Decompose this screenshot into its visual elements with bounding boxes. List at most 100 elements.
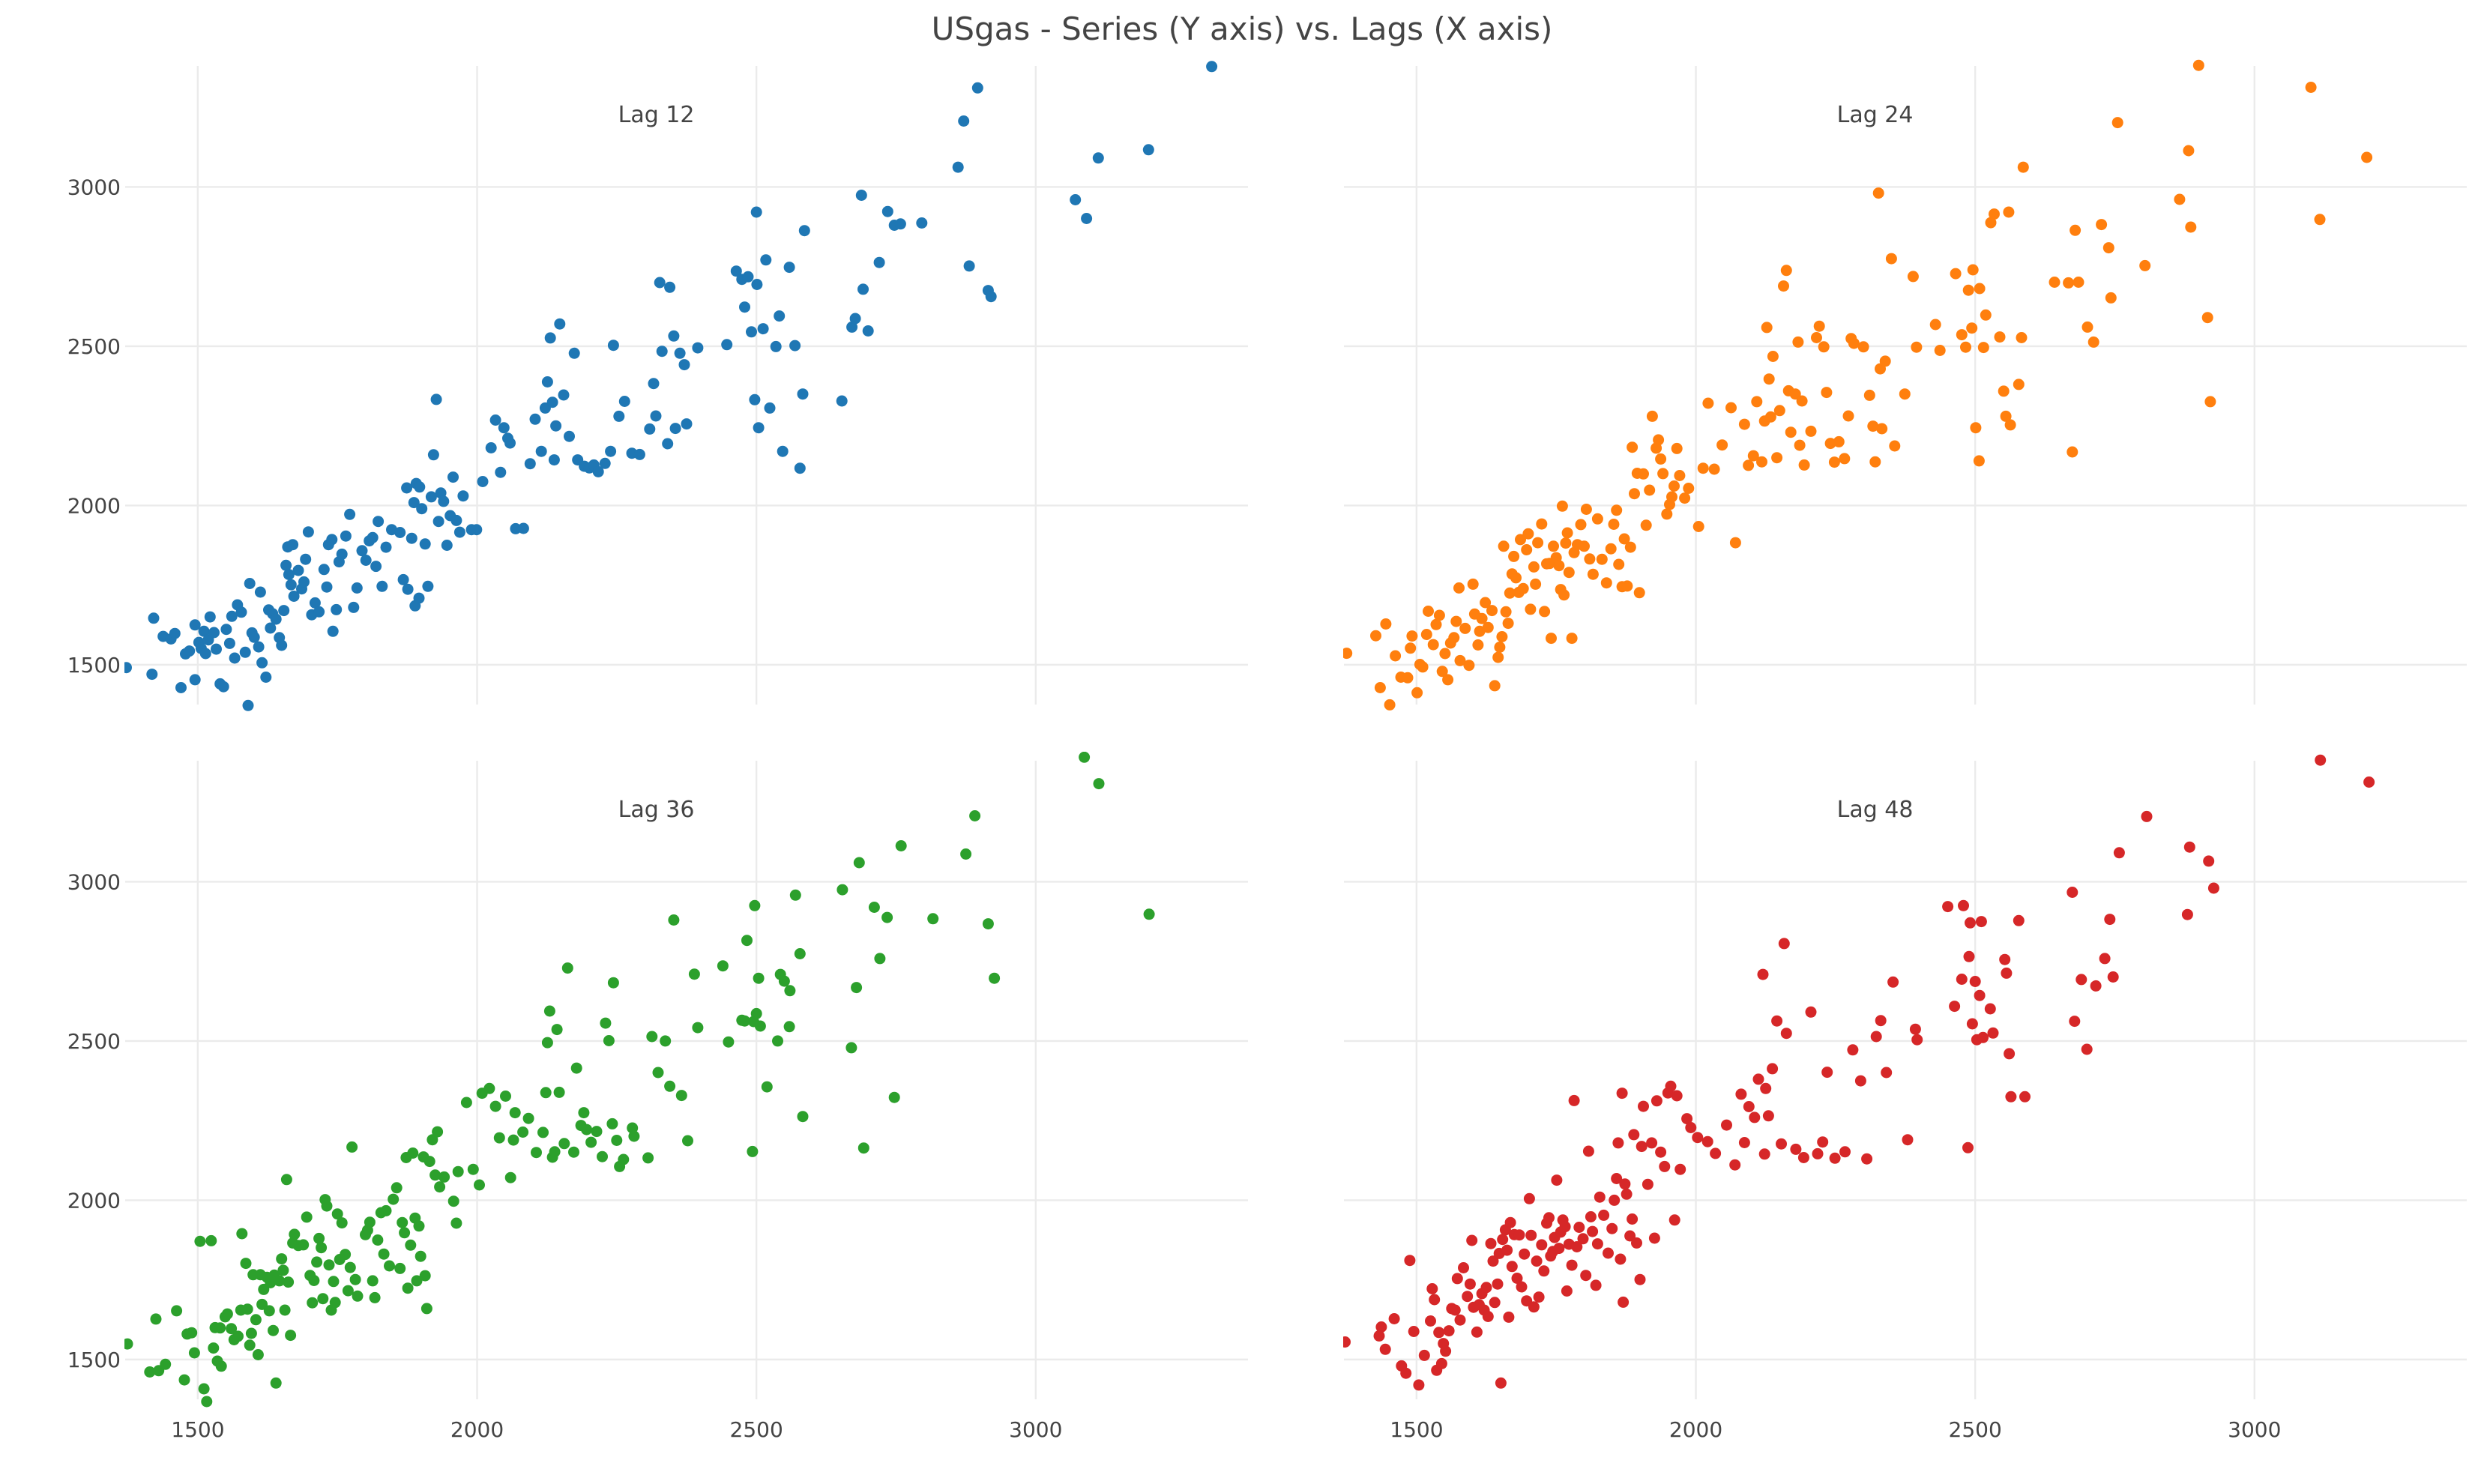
scatter-point bbox=[1861, 1153, 1873, 1165]
scatter-point bbox=[1902, 1134, 1914, 1146]
scatter-point bbox=[1879, 355, 1891, 367]
scatter-point bbox=[429, 1169, 441, 1181]
scatter-point bbox=[599, 457, 611, 469]
scatter-point bbox=[1489, 680, 1501, 692]
scatter-point bbox=[2096, 219, 2108, 231]
scatter-point bbox=[1666, 491, 1677, 503]
panel-lag-1: 1500 2000 2500 3000 Lag 12 bbox=[67, 61, 1248, 711]
scatter-point bbox=[308, 1275, 320, 1286]
scatter-point bbox=[1701, 1135, 1713, 1147]
scatter-point bbox=[397, 573, 409, 585]
scatter-point bbox=[1462, 1291, 1474, 1303]
scatter-point bbox=[958, 115, 970, 127]
scatter-point bbox=[1418, 1349, 1430, 1361]
scatter-point bbox=[1985, 217, 1997, 229]
scatter-point bbox=[660, 1035, 672, 1047]
scatter-point bbox=[1405, 642, 1417, 654]
scatter-point bbox=[1821, 1067, 1833, 1079]
scatter-point bbox=[483, 1082, 495, 1094]
scatter-point bbox=[1668, 480, 1680, 492]
scatter-point bbox=[1379, 1343, 1391, 1355]
scatter-point bbox=[1423, 606, 1434, 617]
scatter-series bbox=[124, 752, 1155, 1408]
scatter-point bbox=[388, 1193, 400, 1205]
scatter-point bbox=[1492, 651, 1504, 663]
scatter-point bbox=[1402, 672, 1414, 684]
scatter-point bbox=[1760, 1082, 1772, 1094]
scatter-point bbox=[1472, 639, 1484, 651]
scatter-point bbox=[517, 522, 529, 534]
scatter-point bbox=[217, 681, 229, 693]
scatter-point bbox=[178, 1374, 190, 1386]
scatter-point bbox=[489, 414, 501, 426]
scatter-point bbox=[851, 982, 863, 994]
scatter-point bbox=[1962, 284, 1974, 296]
scatter-point bbox=[300, 553, 312, 565]
scatter-point bbox=[2181, 908, 2193, 920]
scatter-point bbox=[1876, 423, 1888, 435]
scatter-point bbox=[2201, 312, 2213, 324]
scatter-point bbox=[317, 1293, 329, 1305]
scatter-point bbox=[430, 393, 442, 405]
scatter-point bbox=[717, 960, 729, 972]
scatter-point bbox=[881, 911, 893, 923]
scatter-point bbox=[1749, 1112, 1761, 1123]
scatter-point bbox=[307, 1297, 319, 1309]
scatter-point bbox=[2070, 224, 2081, 236]
scatter-point bbox=[568, 347, 580, 359]
scatter-point bbox=[391, 1182, 403, 1194]
scatter-point bbox=[1587, 568, 1599, 580]
scatter-point bbox=[1872, 187, 1884, 199]
scatter-point bbox=[1665, 1080, 1677, 1092]
scatter-point bbox=[432, 1126, 444, 1138]
scatter-point bbox=[868, 902, 880, 913]
scatter-point bbox=[1571, 1241, 1583, 1252]
scatter-point bbox=[425, 491, 437, 503]
scatter-point bbox=[457, 490, 469, 502]
scatter-point bbox=[1528, 561, 1540, 573]
scatter-point bbox=[561, 962, 573, 974]
scatter-point bbox=[280, 559, 292, 571]
scatter-point bbox=[485, 442, 497, 453]
scatter-point bbox=[613, 410, 625, 422]
scatter-point bbox=[550, 420, 562, 432]
scatter-point bbox=[364, 1216, 376, 1228]
scatter-point bbox=[846, 321, 858, 333]
scatter-point bbox=[367, 1275, 379, 1287]
scatter-point bbox=[2111, 117, 2123, 129]
scatter-point bbox=[1384, 699, 1396, 711]
scatter-point bbox=[1485, 1237, 1497, 1249]
scatter-point bbox=[664, 1080, 676, 1092]
scatter-point bbox=[1429, 1294, 1441, 1306]
scatter-point bbox=[675, 1090, 687, 1102]
scatter-point bbox=[289, 1228, 301, 1240]
scatter-point bbox=[1796, 395, 1808, 407]
scatter-point bbox=[1443, 1325, 1455, 1337]
scatter-point bbox=[1533, 1291, 1545, 1303]
panel-lag-4: 1500 2000 2500 3000 Lag 48 bbox=[1343, 754, 2467, 1442]
scatter-point bbox=[1616, 1088, 1628, 1100]
scatter-point bbox=[1427, 639, 1439, 651]
scatter-point bbox=[1618, 533, 1630, 545]
scatter-point bbox=[397, 1216, 409, 1228]
scatter-point bbox=[1909, 1023, 1921, 1035]
scatter-point bbox=[1771, 1015, 1783, 1027]
scatter-point bbox=[1560, 537, 1572, 549]
scatter-point bbox=[1881, 1067, 1893, 1079]
scatter-point bbox=[1596, 553, 1608, 565]
scatter-point bbox=[2305, 82, 2317, 93]
scatter-point bbox=[1482, 1311, 1494, 1322]
scatter-point bbox=[1725, 402, 1737, 414]
scatter-series bbox=[1343, 59, 2373, 711]
y-tick-label: 2000 bbox=[67, 1188, 121, 1213]
scatter-point bbox=[373, 516, 385, 528]
scatter-point bbox=[1956, 329, 1968, 341]
scatter-point bbox=[236, 1228, 248, 1240]
scatter-point bbox=[1999, 953, 2011, 965]
scatter-point bbox=[232, 1330, 244, 1342]
scatter-point bbox=[1553, 560, 1565, 572]
scatter-point bbox=[1729, 537, 1741, 549]
scatter-point bbox=[244, 578, 256, 589]
scatter-point bbox=[124, 1338, 133, 1350]
